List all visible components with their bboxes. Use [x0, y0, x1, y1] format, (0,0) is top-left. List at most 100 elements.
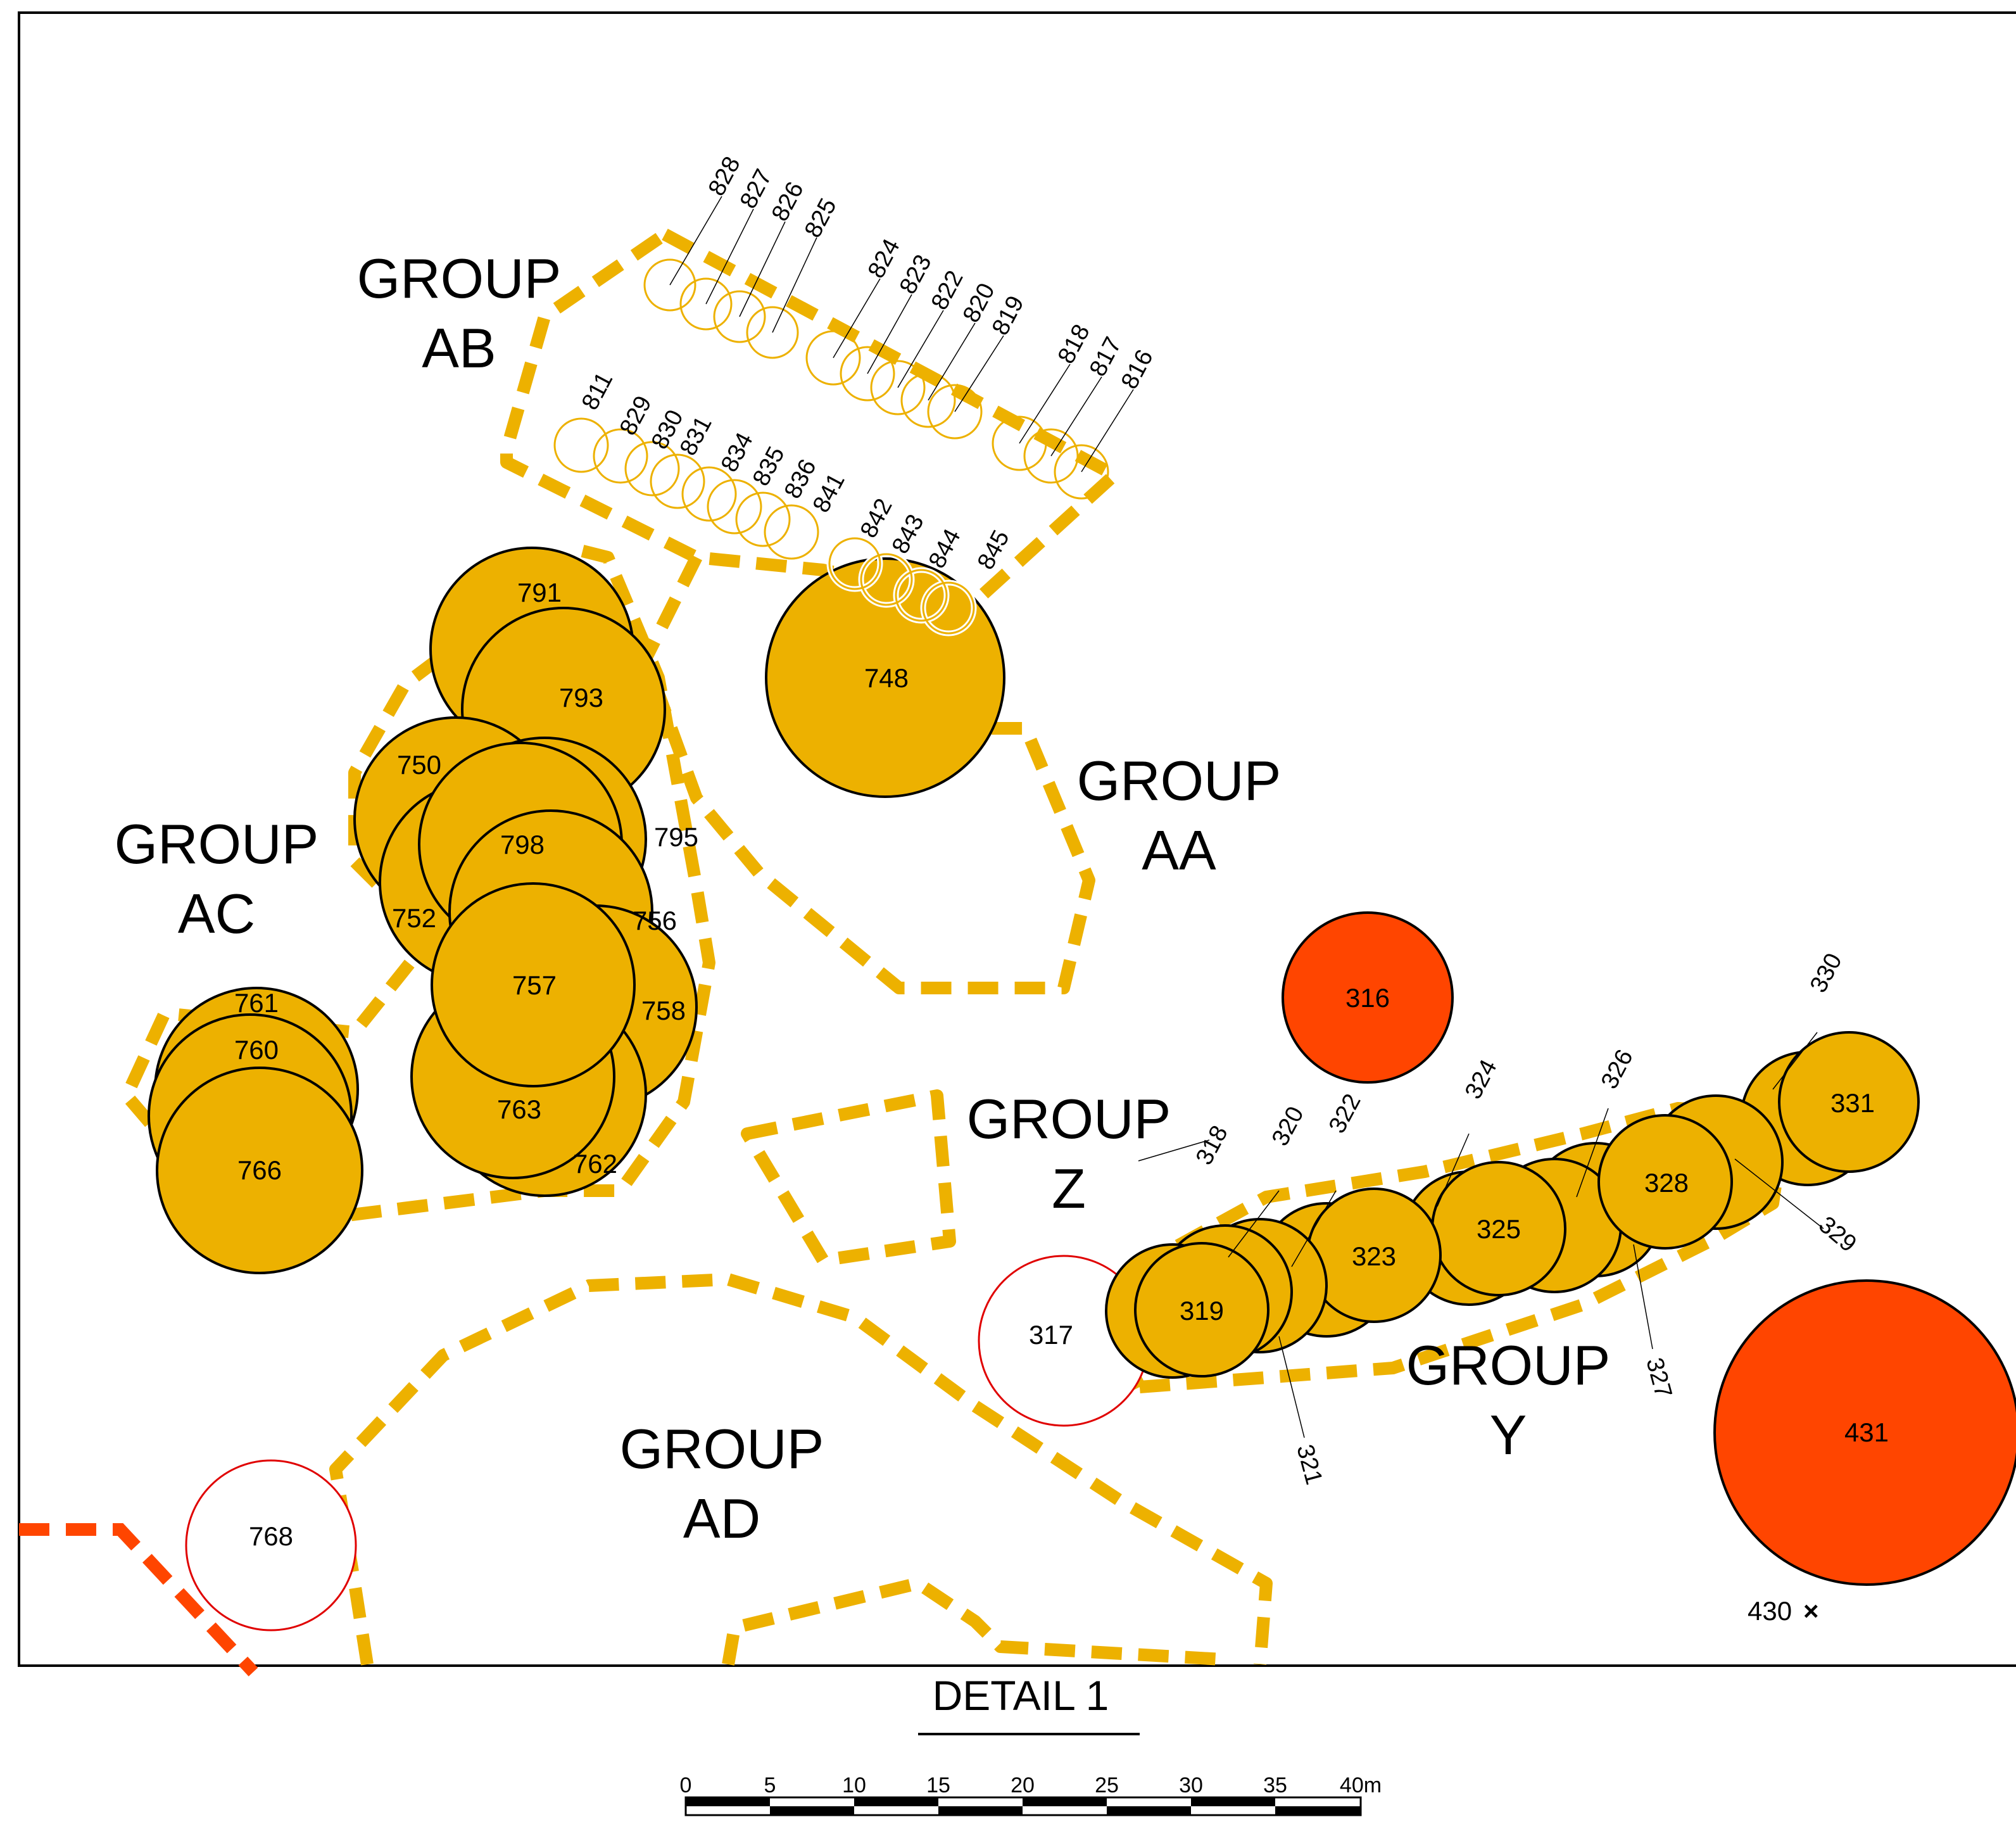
label-844: 844 — [924, 525, 966, 573]
tree-844[interactable] — [895, 569, 948, 622]
label-756: 756 — [633, 906, 677, 935]
group-z-label-line2: Z — [1052, 1157, 1086, 1220]
tree-820[interactable] — [900, 372, 956, 428]
tree-316[interactable] — [1282, 911, 1454, 1084]
tree-766[interactable] — [156, 1067, 363, 1274]
tree-843[interactable] — [860, 553, 913, 606]
label-329: 329 — [1813, 1212, 1862, 1258]
label-842: 842 — [855, 495, 898, 543]
label-823: 823 — [895, 251, 937, 299]
tree-827[interactable] — [679, 277, 733, 331]
tree-822[interactable] — [870, 360, 926, 415]
tree-768[interactable] — [185, 1459, 357, 1631]
label-323: 323 — [1352, 1241, 1396, 1271]
marker-430: 430 × — [1748, 1596, 1819, 1626]
tree-816[interactable] — [1054, 444, 1109, 500]
leader-lines — [669, 196, 1824, 1438]
tree-828[interactable] — [643, 258, 696, 312]
label-330: 330 — [1805, 949, 1848, 998]
group-z-label-line1: GROUP — [967, 1087, 1171, 1150]
tree-811[interactable] — [553, 417, 609, 473]
tree-845[interactable] — [922, 581, 975, 635]
scale-tick-35: 35 — [1263, 1773, 1287, 1797]
tree-757[interactable] — [431, 882, 636, 1087]
tree-823[interactable] — [840, 346, 895, 402]
tree-830[interactable] — [624, 441, 680, 497]
label-758: 758 — [641, 996, 686, 1025]
tree-824[interactable] — [805, 330, 861, 386]
tree-819[interactable] — [927, 384, 983, 440]
boundary-inner-ad — [722, 1577, 1223, 1666]
tree-835[interactable] — [707, 479, 762, 535]
label-761: 761 — [234, 988, 279, 1018]
label-763: 763 — [497, 1094, 541, 1124]
scale-tick-10: 10 — [842, 1773, 866, 1797]
tree-748[interactable] — [765, 557, 1005, 798]
label-795: 795 — [654, 822, 698, 852]
label-825: 825 — [800, 194, 842, 243]
scale-tick-20: 20 — [1011, 1773, 1035, 1797]
label-319: 319 — [1180, 1296, 1224, 1326]
tree-834[interactable] — [681, 466, 737, 522]
tree-831[interactable] — [650, 453, 705, 509]
group-ad-label-line1: GROUP — [620, 1417, 824, 1480]
group-y-label-line1: GROUP — [1406, 1334, 1611, 1396]
group-boundaries — [120, 228, 1792, 1666]
group-ad-label-line2: AD — [683, 1487, 760, 1550]
label-317: 317 — [1029, 1320, 1073, 1350]
scale-tick-30: 30 — [1179, 1773, 1203, 1797]
label-431: 431 — [1844, 1417, 1889, 1447]
boundary-group-ab — [500, 228, 1121, 608]
label-322: 322 — [1324, 1090, 1366, 1138]
label-762: 762 — [573, 1149, 617, 1179]
tree-826[interactable] — [713, 290, 766, 343]
label-760: 760 — [234, 1035, 279, 1065]
label-327: 327 — [1641, 1355, 1677, 1400]
scale-tick-5: 5 — [764, 1773, 776, 1797]
scale-bar: 0 5 10 15 20 25 30 35 40m — [680, 1773, 1382, 1816]
label-325: 325 — [1477, 1214, 1521, 1244]
tree-817[interactable] — [1023, 428, 1079, 484]
label-811: 811 — [577, 368, 619, 414]
label-318: 318 — [1191, 1122, 1233, 1170]
large-trees — [148, 547, 2016, 1631]
label-750: 750 — [397, 750, 441, 780]
label-766: 766 — [237, 1155, 282, 1185]
tree-842[interactable] — [828, 537, 881, 590]
tree-319[interactable] — [1134, 1242, 1269, 1378]
boundary-red-dashed — [19, 1523, 258, 1676]
scale-tick-0: 0 — [680, 1773, 692, 1797]
group-ab-label-line1: GROUP — [357, 247, 562, 310]
label-328: 328 — [1644, 1168, 1689, 1198]
label-757: 757 — [512, 970, 557, 1000]
tree-836[interactable] — [735, 491, 791, 547]
group-aa-label-line2: AA — [1142, 819, 1216, 882]
marker-430-label: 430 — [1748, 1596, 1792, 1626]
label-320: 320 — [1267, 1103, 1309, 1151]
marker-430-symbol: × — [1803, 1596, 1819, 1626]
tree-331[interactable] — [1778, 1031, 1920, 1173]
detail-title: DETAIL 1 — [933, 1672, 1109, 1719]
tree-829[interactable] — [593, 428, 648, 484]
label-331: 331 — [1830, 1088, 1875, 1118]
boundary-group-z — [741, 1089, 956, 1267]
label-324: 324 — [1460, 1056, 1503, 1104]
map-frame — [18, 11, 2016, 1667]
tree-818[interactable] — [992, 415, 1047, 471]
group-ac-label-line1: GROUP — [115, 813, 319, 875]
scale-tick-25: 25 — [1095, 1773, 1119, 1797]
large-tree-labels: 761 760 766 791 793 750 795 798 752 756 … — [234, 578, 1889, 1551]
tree-431[interactable] — [1713, 1279, 2016, 1586]
label-843: 843 — [887, 510, 929, 559]
boundary-group-ac — [120, 545, 715, 1235]
tree-328[interactable] — [1597, 1114, 1733, 1250]
label-768: 768 — [249, 1521, 293, 1551]
group-ab-label-line2: AB — [422, 317, 496, 379]
group-labels: GROUP AB GROUP AC GROUP AA GROUP Z GROUP… — [115, 247, 1611, 1550]
tree-841[interactable] — [764, 504, 819, 560]
label-752: 752 — [392, 903, 436, 933]
tree-825[interactable] — [746, 306, 799, 359]
label-845: 845 — [973, 526, 1015, 574]
label-824: 824 — [863, 235, 905, 283]
